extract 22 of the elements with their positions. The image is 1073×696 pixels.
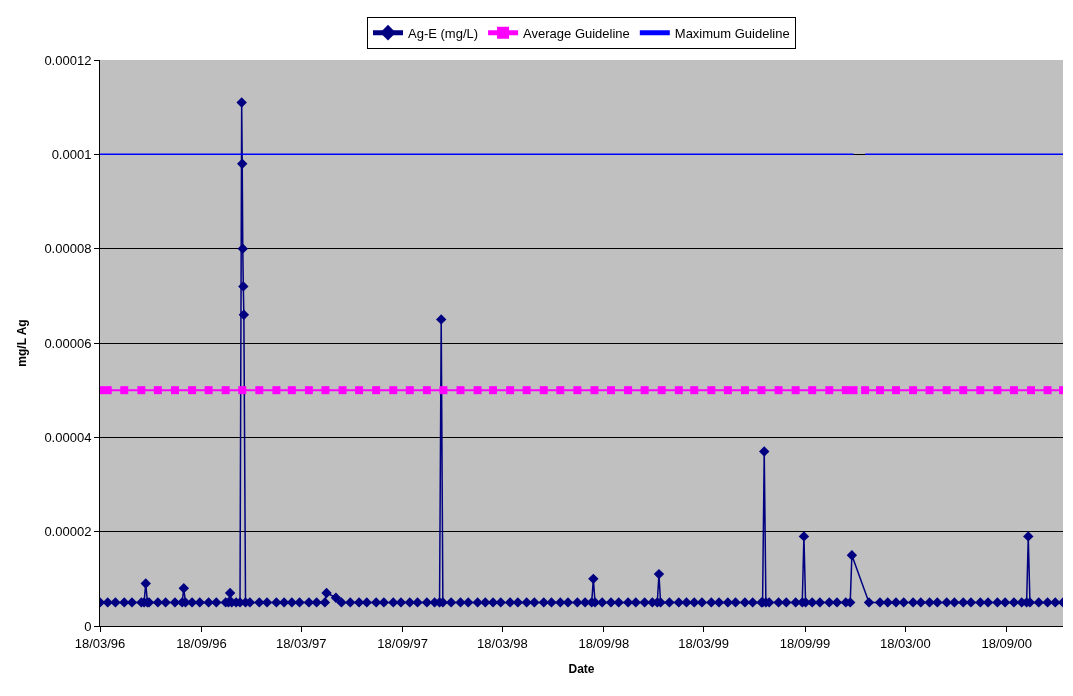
y-tick-label: 0 — [84, 618, 92, 634]
x-tick-label: 18/09/96 — [176, 635, 227, 651]
y-tick-label: 0.00012 — [44, 52, 92, 68]
legend-label: Maximum Guideline — [674, 25, 790, 41]
x-tick-label: 18/03/97 — [275, 635, 327, 651]
x-tick-label: 18/03/00 — [880, 635, 931, 651]
y-tick-label: 0.00008 — [44, 241, 92, 257]
legend-label: Ag-E (mg/L) — [408, 25, 479, 41]
y-tick-label: 0.00004 — [44, 429, 92, 445]
y-tick-label: 0.00006 — [44, 335, 92, 351]
x-tick-label: 18/09/98 — [578, 635, 630, 651]
x-tick-label: 18/09/00 — [981, 635, 1033, 651]
y-tick-label: 0.00002 — [44, 524, 92, 540]
x-tick-label: 18/03/98 — [477, 635, 528, 651]
x-tick-label: 18/09/97 — [377, 635, 428, 651]
legend-label: Average Guideline — [523, 25, 630, 41]
y-tick-label: 0.0001 — [51, 146, 92, 162]
x-axis-title: Date — [568, 662, 595, 677]
x-tick-label: 18/09/99 — [779, 635, 831, 651]
y-axis-title: mg/L Ag — [14, 319, 29, 367]
x-tick-label: 18/03/96 — [74, 635, 126, 651]
x-tick-label: 18/03/99 — [678, 635, 729, 651]
